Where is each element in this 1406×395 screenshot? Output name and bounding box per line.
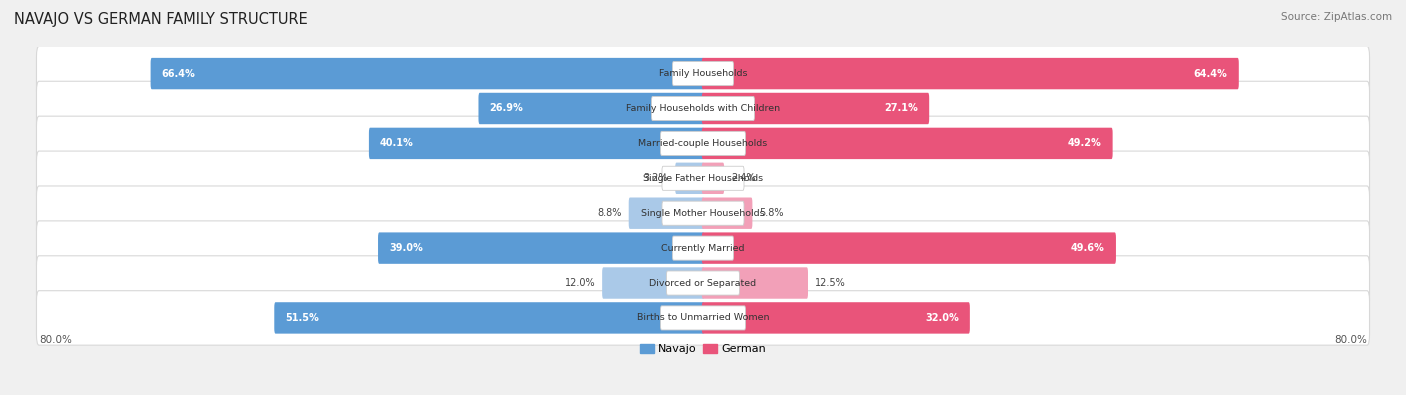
FancyBboxPatch shape bbox=[628, 198, 704, 229]
FancyBboxPatch shape bbox=[702, 302, 970, 334]
FancyBboxPatch shape bbox=[37, 116, 1369, 171]
Text: 40.1%: 40.1% bbox=[380, 138, 413, 149]
Text: Source: ZipAtlas.com: Source: ZipAtlas.com bbox=[1281, 12, 1392, 22]
FancyBboxPatch shape bbox=[672, 62, 734, 86]
Text: 49.6%: 49.6% bbox=[1071, 243, 1105, 253]
FancyBboxPatch shape bbox=[37, 256, 1369, 310]
Text: 80.0%: 80.0% bbox=[1334, 335, 1367, 345]
Text: Single Father Households: Single Father Households bbox=[643, 174, 763, 183]
Text: Births to Unmarried Women: Births to Unmarried Women bbox=[637, 313, 769, 322]
FancyBboxPatch shape bbox=[37, 221, 1369, 275]
FancyBboxPatch shape bbox=[702, 163, 724, 194]
FancyBboxPatch shape bbox=[274, 302, 704, 334]
FancyBboxPatch shape bbox=[37, 186, 1369, 241]
FancyBboxPatch shape bbox=[661, 306, 745, 330]
FancyBboxPatch shape bbox=[37, 151, 1369, 205]
FancyBboxPatch shape bbox=[702, 128, 1112, 159]
Text: 39.0%: 39.0% bbox=[389, 243, 423, 253]
FancyBboxPatch shape bbox=[672, 236, 734, 260]
FancyBboxPatch shape bbox=[602, 267, 704, 299]
Text: 8.8%: 8.8% bbox=[598, 208, 621, 218]
Text: NAVAJO VS GERMAN FAMILY STRUCTURE: NAVAJO VS GERMAN FAMILY STRUCTURE bbox=[14, 12, 308, 27]
FancyBboxPatch shape bbox=[702, 267, 808, 299]
Text: 12.0%: 12.0% bbox=[564, 278, 595, 288]
FancyBboxPatch shape bbox=[702, 93, 929, 124]
Text: 51.5%: 51.5% bbox=[285, 313, 319, 323]
FancyBboxPatch shape bbox=[661, 132, 745, 156]
FancyBboxPatch shape bbox=[37, 291, 1369, 345]
Text: Currently Married: Currently Married bbox=[661, 244, 745, 253]
Text: Family Households: Family Households bbox=[659, 69, 747, 78]
Text: 26.9%: 26.9% bbox=[489, 103, 523, 113]
Text: 3.2%: 3.2% bbox=[644, 173, 668, 183]
Text: 49.2%: 49.2% bbox=[1067, 138, 1101, 149]
FancyBboxPatch shape bbox=[675, 163, 704, 194]
Text: 5.8%: 5.8% bbox=[759, 208, 785, 218]
Text: Single Mother Households: Single Mother Households bbox=[641, 209, 765, 218]
FancyBboxPatch shape bbox=[378, 232, 704, 264]
Text: 80.0%: 80.0% bbox=[39, 335, 72, 345]
Text: 12.5%: 12.5% bbox=[815, 278, 846, 288]
FancyBboxPatch shape bbox=[651, 96, 755, 120]
FancyBboxPatch shape bbox=[662, 166, 744, 190]
Legend: Navajo, German: Navajo, German bbox=[640, 344, 766, 354]
Text: Family Households with Children: Family Households with Children bbox=[626, 104, 780, 113]
Text: 32.0%: 32.0% bbox=[925, 313, 959, 323]
FancyBboxPatch shape bbox=[37, 46, 1369, 101]
FancyBboxPatch shape bbox=[37, 81, 1369, 136]
Text: Divorced or Separated: Divorced or Separated bbox=[650, 278, 756, 288]
FancyBboxPatch shape bbox=[478, 93, 704, 124]
FancyBboxPatch shape bbox=[702, 58, 1239, 89]
Text: 64.4%: 64.4% bbox=[1194, 69, 1227, 79]
FancyBboxPatch shape bbox=[666, 271, 740, 295]
FancyBboxPatch shape bbox=[702, 232, 1116, 264]
FancyBboxPatch shape bbox=[150, 58, 704, 89]
Text: Married-couple Households: Married-couple Households bbox=[638, 139, 768, 148]
FancyBboxPatch shape bbox=[702, 198, 752, 229]
Text: 66.4%: 66.4% bbox=[162, 69, 195, 79]
Text: 27.1%: 27.1% bbox=[884, 103, 918, 113]
Text: 2.4%: 2.4% bbox=[731, 173, 755, 183]
FancyBboxPatch shape bbox=[662, 201, 744, 225]
FancyBboxPatch shape bbox=[368, 128, 704, 159]
